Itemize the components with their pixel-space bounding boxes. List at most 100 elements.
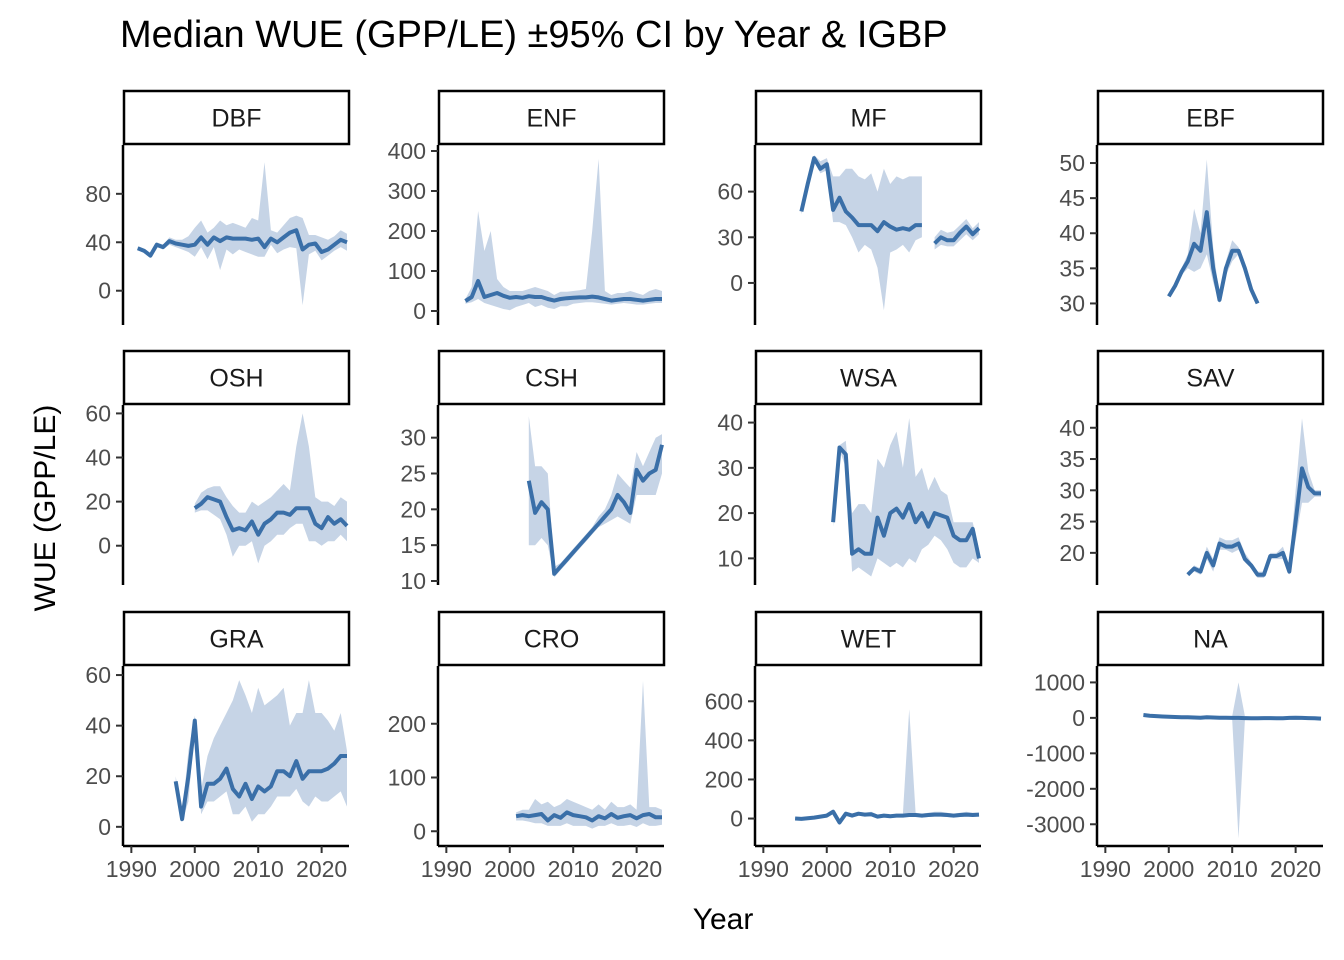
ci-ribbon [465,159,662,311]
y-tick-label: 15 [400,532,426,558]
facet-osh: OSH 0 20 40 60 [85,349,351,585]
y-tick-label: 100 [388,258,426,284]
median-line [526,444,664,576]
x-tick-label: 2020 [611,856,662,882]
median-line [136,228,348,258]
y-tick-label: 30 [1059,477,1085,503]
y-tick-label: 60 [85,662,111,688]
x-tick-label: 2010 [865,856,916,882]
facet-strip-label: CSH [525,365,578,393]
facet-strip-label: NA [1193,626,1228,654]
x-tick-label: 2020 [928,856,979,882]
y-tick-label: 40 [85,713,111,739]
facet-na: NA -3000 -2000 -1000 0 1000 1990 2000 2010 2020 [1026,610,1325,882]
y-tick-label: 35 [1059,255,1085,281]
chart-title: Median WUE (GPP/LE) ±95% CI by Year & IG… [120,14,948,56]
x-tick-label: 2000 [1143,856,1194,882]
facet-mf: MF 0 30 60 [717,89,983,325]
ci-ribbon [516,680,662,829]
y-tick-label: 30 [717,224,743,250]
median-line [1186,466,1321,577]
y-tick-label: 25 [1059,509,1085,535]
y-tick-label: 0 [730,270,743,296]
facet-strip-label: DBF [212,105,262,133]
facet-strip [122,349,351,406]
y-tick-label: 0 [98,278,111,304]
x-tick-label: 1990 [738,856,789,882]
facet-ebf: EBF 30 35 40 45 50 [1059,89,1325,325]
facet-strip [437,89,666,146]
y-tick-label: 40 [85,445,111,471]
facet-strip [437,349,666,406]
y-tick-label: 20 [85,489,111,515]
y-tick-label: 35 [1059,446,1085,472]
y-tick-label: -3000 [1026,811,1085,837]
x-tick-label: 2000 [169,856,220,882]
ci-ribbon [1187,418,1321,578]
facet-csh: CSH 10 15 20 25 30 [400,349,666,594]
y-tick-label: 60 [85,400,111,426]
facet-strip [754,89,983,146]
facet-cro: CRO 0 100 200 1990 2000 2010 2020 [388,610,666,882]
facet-strip-label: GRA [209,626,264,654]
median-line [173,718,347,822]
facet-strip-label: WSA [840,365,897,393]
y-tick-label: 10 [717,545,743,571]
facet-enf: ENF 0 100 200 300 400 [388,89,666,325]
ci-ribbon [1168,159,1258,304]
ci-ribbon [1143,682,1321,839]
facet-strip-label: MF [850,105,886,133]
ci-ribbon [175,680,347,822]
median-line [933,224,981,245]
y-tick-label: 10 [400,568,426,594]
facet-strip [754,349,983,406]
x-tick-label: 1990 [421,856,472,882]
ci-ribbon [795,709,979,824]
facet-strip [122,610,351,667]
median-line [464,279,662,303]
y-tick-label: 40 [1059,415,1085,441]
y-tick-label: 30 [717,455,743,481]
y-tick-label: 40 [717,410,743,436]
y-tick-label: 300 [388,178,426,204]
facet-strip-label: OSH [209,365,263,393]
facet-strip-label: EBF [1186,105,1235,133]
median-line [799,156,922,234]
y-tick-label: 25 [400,461,426,487]
y-tick-label: 0 [98,814,111,840]
median-line [1143,713,1322,721]
y-tick-label: -1000 [1026,740,1085,766]
y-tick-label: 40 [85,229,111,255]
y-tick-label: 600 [705,688,743,714]
x-tick-label: 2000 [484,856,535,882]
x-tick-label: 2010 [233,856,284,882]
y-tick-label: 30 [1059,290,1085,316]
y-tick-label: 200 [705,766,743,792]
y-tick-label: 45 [1059,185,1085,211]
y-tick-label: 40 [1059,220,1085,246]
facet-sav: SAV 20 25 30 35 40 [1059,349,1325,585]
x-axis-label: Year [692,903,754,936]
x-tick-label: 2020 [1270,856,1321,882]
y-tick-label: 200 [388,218,426,244]
x-tick-label: 1990 [1080,856,1131,882]
x-tick-label: 2010 [548,856,599,882]
median-line [831,445,981,559]
y-tick-label: 400 [705,727,743,753]
y-tick-label: -2000 [1026,776,1085,802]
x-tick-label: 2020 [296,856,347,882]
facet-strip [1096,349,1325,406]
median-line [515,810,662,823]
facet-wsa: WSA 10 20 30 40 [717,349,983,585]
facet-strip-label: CRO [524,626,580,654]
median-line [1167,210,1260,305]
y-tick-label: 0 [98,533,111,559]
y-tick-label: 80 [85,181,111,207]
ci-ribbon [528,416,662,578]
ci-ribbon [194,413,347,564]
facet-strip-label: WET [841,626,897,654]
y-tick-label: 60 [717,179,743,205]
y-tick-label: 100 [388,765,426,791]
y-tick-label: 30 [400,425,426,451]
